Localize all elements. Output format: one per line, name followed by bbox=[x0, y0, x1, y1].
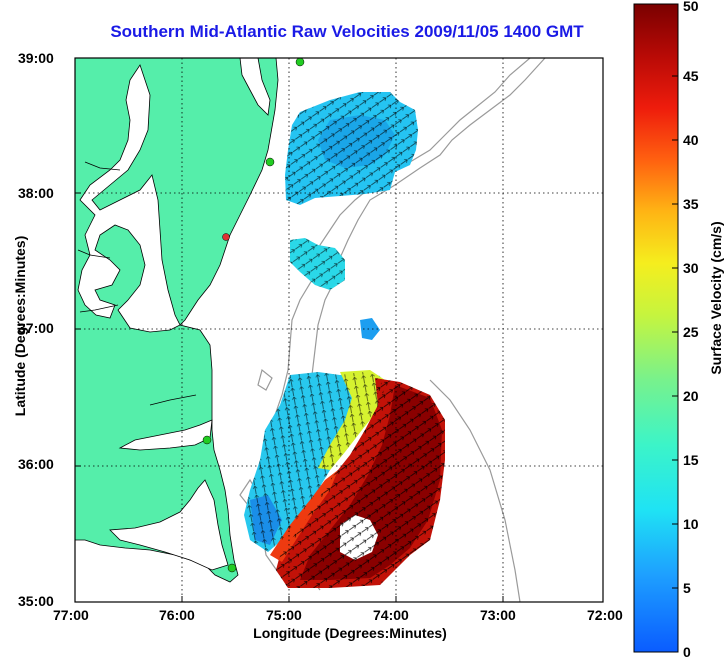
lon-tick-label: 75:00 bbox=[266, 607, 302, 623]
colorbar-tick-label: 10 bbox=[683, 516, 699, 532]
velocity-vectors-gulfstream bbox=[276, 378, 445, 588]
velocity-vectors-mid bbox=[290, 238, 345, 290]
colorbar-tick-label: 30 bbox=[683, 260, 699, 276]
axis-ticks bbox=[75, 192, 504, 602]
velocity-patch-small bbox=[360, 318, 380, 340]
grid-lines bbox=[75, 58, 603, 602]
pamlico-sound bbox=[109, 479, 229, 571]
station-marker bbox=[265, 157, 275, 167]
station-marker bbox=[295, 58, 305, 67]
station-marker bbox=[222, 233, 230, 241]
colorbar-tick-label: 35 bbox=[683, 196, 699, 212]
lon-tick-label: 74:00 bbox=[373, 607, 409, 623]
colorbar-tick-label: 45 bbox=[683, 68, 699, 84]
chesapeake-bay bbox=[77, 64, 181, 333]
lon-tick-label: 77:00 bbox=[53, 607, 89, 623]
x-axis-label: Longitude (Degrees:Minutes) bbox=[253, 625, 447, 641]
bathymetry-contour bbox=[429, 379, 521, 602]
lat-tick-label: 39:00 bbox=[18, 50, 54, 66]
station-marker bbox=[202, 435, 212, 445]
lon-tick-label: 72:00 bbox=[587, 607, 623, 623]
river bbox=[149, 394, 197, 406]
gulf-stream-edge bbox=[270, 470, 338, 562]
delaware-bay bbox=[239, 58, 271, 116]
lat-tick-label: 38:00 bbox=[18, 185, 54, 201]
station-marker bbox=[227, 563, 237, 573]
lat-tick-label: 36:00 bbox=[18, 456, 54, 472]
colorbar-tick-label: 5 bbox=[683, 580, 691, 596]
colorbar-tick-label: 0 bbox=[683, 644, 691, 660]
lat-tick-label: 35:00 bbox=[18, 593, 54, 609]
velocity-vectors-south bbox=[244, 372, 385, 552]
map-title: Southern Mid-Atlantic Raw Velocities 200… bbox=[110, 22, 584, 41]
colorbar-tick-label: 50 bbox=[683, 0, 699, 14]
river bbox=[77, 249, 111, 259]
lon-tick-label: 73:00 bbox=[480, 607, 516, 623]
colorbar-ticks bbox=[672, 75, 678, 589]
colorbar bbox=[633, 3, 679, 653]
colorbar-tick-label: 15 bbox=[683, 452, 699, 468]
plot-frame bbox=[74, 57, 604, 603]
river bbox=[79, 304, 119, 313]
velocity-vectors-north bbox=[285, 92, 418, 205]
albemarle-sound bbox=[118, 419, 213, 451]
colorbar-tick-label: 40 bbox=[683, 132, 699, 148]
lat-tick-label: 37:00 bbox=[18, 320, 54, 336]
colorbar-tick-label: 25 bbox=[683, 324, 699, 340]
colorbar-tick-label: 20 bbox=[683, 388, 699, 404]
lon-tick-label: 76:00 bbox=[159, 607, 195, 623]
river bbox=[84, 161, 121, 171]
